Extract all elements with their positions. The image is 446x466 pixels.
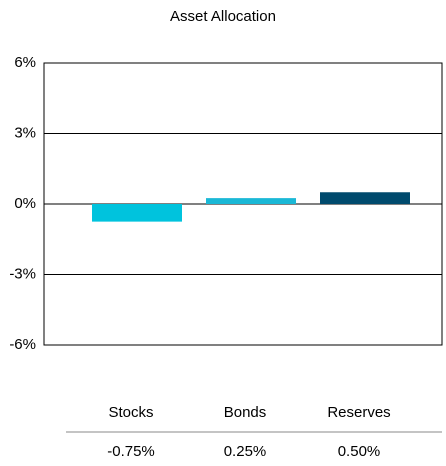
y-tick-label: 0% xyxy=(14,195,36,212)
bar xyxy=(92,204,182,222)
value-label: -0.75% xyxy=(107,443,155,460)
y-tick-label: 6% xyxy=(14,54,36,71)
value-label: 0.25% xyxy=(224,443,267,460)
category-label: Stocks xyxy=(108,404,153,421)
chart-title: Asset Allocation xyxy=(170,8,276,25)
bar xyxy=(320,192,410,204)
y-tick-label: -6% xyxy=(9,336,36,353)
y-tick-label: 3% xyxy=(14,124,36,141)
bar xyxy=(206,198,296,204)
category-label: Reserves xyxy=(327,404,390,421)
category-label: Bonds xyxy=(224,404,267,421)
value-label: 0.50% xyxy=(338,443,381,460)
y-tick-label: -3% xyxy=(9,265,36,282)
